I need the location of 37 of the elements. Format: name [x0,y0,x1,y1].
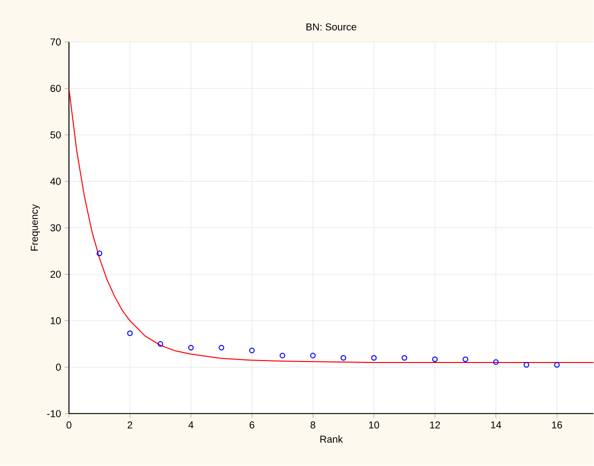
point [462,356,468,362]
point [371,355,377,361]
chart-title: BN: Source [306,24,356,31]
x-tick-label: 10 [369,422,380,429]
point [402,355,408,361]
point [432,356,438,362]
y-tick-label: 20 [50,270,61,278]
point [218,345,224,351]
x-tick-label: 14 [491,422,502,429]
point [158,341,164,347]
x-tick-label: 6 [250,422,254,429]
point [127,330,133,336]
y-tick-label: -10 [47,410,61,418]
point [554,362,560,368]
point [188,345,194,351]
point [96,250,102,256]
y-tick-label: 0 [56,364,61,371]
x-tick-label: 16 [552,422,562,429]
x-tick-label: 2 [128,422,132,429]
y-tick-label: 10 [50,317,61,324]
x-tick-label: 4 [188,422,194,429]
y-tick-label: 70 [50,38,61,46]
y-tick-label: 30 [50,224,61,232]
point [340,355,346,361]
y-tick-label: 40 [50,178,61,186]
point [310,352,316,359]
y-axis-title: Frequency [30,204,40,251]
point [249,348,255,354]
point [280,352,286,359]
y-tick-label: 60 [50,85,61,92]
point [493,359,499,366]
x-tick-label: 8 [310,422,316,429]
point [524,362,530,368]
y-tick-label: 50 [50,132,61,139]
x-axis-title: Rank [320,436,343,443]
x-tick-label: 0 [66,422,72,429]
x-tick-label: 12 [430,422,440,429]
